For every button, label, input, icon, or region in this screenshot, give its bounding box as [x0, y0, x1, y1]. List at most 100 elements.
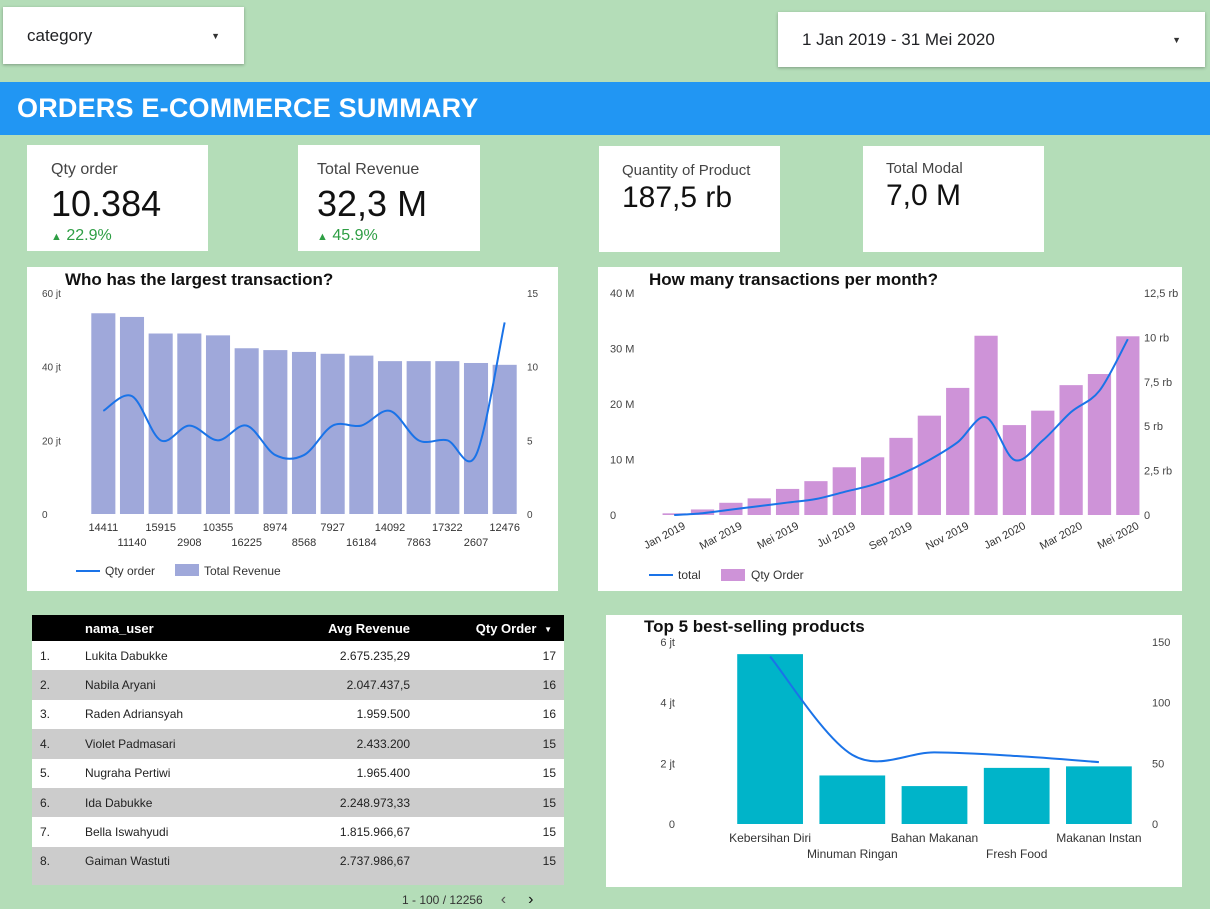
- chart-bar: [946, 387, 970, 515]
- table-row[interactable]: 4. Violet Padmasari 2.433.200 15: [32, 729, 564, 759]
- arrow-up-icon: ▲: [51, 231, 62, 243]
- chart-bar: [1002, 425, 1027, 515]
- cell-qty-order: 16: [542, 707, 556, 722]
- x-axis-tick: Mei 2019: [755, 520, 801, 552]
- x-axis-tick: 12476: [489, 522, 520, 534]
- y-axis-left-tick: 10 M: [610, 455, 634, 467]
- y-axis-right-tick: 15: [527, 289, 539, 300]
- chart-bar: [861, 457, 885, 515]
- cell-qty-order: 15: [542, 736, 556, 751]
- legend-label: total: [678, 568, 701, 582]
- cell-qty-order: 17: [542, 648, 556, 663]
- chart-bar: [1087, 374, 1112, 515]
- y-axis-right-tick: 0: [527, 510, 533, 521]
- next-page-icon[interactable]: ›: [528, 891, 534, 908]
- x-axis-tick: Fresh Food: [986, 847, 1047, 861]
- row-index: 8.: [40, 854, 51, 869]
- y-axis-left-tick: 4 jt: [660, 698, 675, 710]
- x-axis-tick: 16225: [231, 537, 262, 549]
- y-axis-right-tick: 7,5 rb: [1144, 377, 1172, 389]
- cell-qty-order: 16: [542, 678, 556, 693]
- caret-down-icon: ▼: [1172, 34, 1181, 45]
- kpi-card-total-modal: Total Modal 7,0 M: [863, 146, 1044, 252]
- kpi-label: Total Revenue: [317, 161, 420, 178]
- header-nama-user[interactable]: nama_user: [85, 620, 154, 636]
- cell-nama-user: Ida Dabukke: [85, 795, 153, 810]
- legend-bar-swatch: [175, 564, 199, 576]
- kpi-value: 187,5 rb: [622, 181, 733, 214]
- chart-bar: [492, 364, 517, 514]
- pagination-range: 1 - 100 / 12256: [402, 893, 483, 907]
- x-axis-tick: Mar 2019: [698, 520, 745, 552]
- chart-bar: [349, 355, 374, 514]
- x-axis-tick: Jul 2019: [815, 520, 857, 550]
- row-index: 6.: [40, 795, 51, 810]
- arrow-up-icon: ▲: [317, 231, 328, 243]
- category-filter-dropdown[interactable]: category ▼: [3, 7, 244, 64]
- legend-label: Qty order: [105, 564, 155, 578]
- chart-bar: [205, 335, 231, 514]
- date-range-dropdown[interactable]: 1 Jan 2019 - 31 Mei 2020 ▼: [778, 12, 1205, 67]
- table-row[interactable]: 6. Ida Dabukke 2.248.973,33 15: [32, 787, 564, 818]
- y-axis-left-tick: 0: [669, 819, 675, 831]
- y-axis-left-tick: 40 M: [610, 288, 634, 300]
- kpi-label: Qty order: [51, 161, 118, 178]
- cell-nama-user: Raden Adriansyah: [85, 707, 184, 722]
- chart-bar: [974, 335, 998, 515]
- y-axis-right-tick: 150: [1152, 637, 1170, 649]
- legend-label: Total Revenue: [204, 564, 281, 578]
- x-axis-tick: 7863: [406, 537, 430, 549]
- x-axis-tick: 2607: [464, 537, 488, 549]
- cell-avg-revenue: 1.965.400: [356, 766, 410, 781]
- x-axis-tick: Jan 2020: [982, 520, 1028, 552]
- cell-avg-revenue: 2.433.200: [356, 736, 410, 751]
- chart-bar: [1116, 336, 1140, 515]
- x-axis-tick: Minuman Ringan: [807, 847, 898, 861]
- table-row[interactable]: 7. Bella Iswahyudi 1.815.966,67 15: [32, 817, 564, 846]
- table-row[interactable]: 5. Nugraha Pertiwi 1.965.400 15: [32, 759, 564, 788]
- prev-page-icon[interactable]: ‹: [500, 891, 507, 908]
- kpi-value: 10.384: [51, 183, 162, 224]
- x-axis-tick: Bahan Makanan: [891, 831, 978, 845]
- cell-nama-user: Nugraha Pertiwi: [85, 766, 171, 781]
- cell-avg-revenue: 2.248.973,33: [339, 795, 410, 810]
- chart-bar: [1059, 385, 1083, 515]
- table-row[interactable]: 2. Nabila Aryani 2.047.437,5 16: [32, 670, 564, 700]
- x-axis-tick: 8568: [292, 537, 316, 549]
- header-qty-order[interactable]: Qty Order ▼: [475, 620, 552, 636]
- x-axis-tick: Jan 2019: [642, 520, 688, 552]
- table-row[interactable]: 1. Lukita Dabukke 2.675.235,29 17: [32, 641, 564, 670]
- y-axis-left-tick: 6 jt: [660, 637, 675, 649]
- cell-nama-user: Nabila Aryani: [85, 678, 156, 693]
- cell-avg-revenue: 2.047.437,5: [346, 678, 410, 693]
- sort-desc-icon: ▼: [544, 624, 552, 634]
- y-axis-right-tick: 50: [1152, 758, 1164, 770]
- cell-qty-order: 15: [542, 795, 556, 810]
- table-row: [32, 876, 564, 885]
- y-axis-right-tick: 5 rb: [1144, 421, 1163, 433]
- top-users-table: nama_user Avg Revenue Qty Order ▼ 1. Luki…: [32, 615, 564, 885]
- table-row[interactable]: 8. Gaiman Wastuti 2.737.986,67 15: [32, 846, 564, 877]
- y-axis-left-tick: 30 M: [610, 344, 634, 356]
- x-axis-tick: Sep 2019: [867, 520, 914, 553]
- x-axis-tick: 8974: [263, 522, 287, 534]
- kpi-delta: ▲ 45.9%: [317, 227, 378, 244]
- header-avg-revenue[interactable]: Avg Revenue: [328, 620, 410, 636]
- kpi-value: 32,3 M: [317, 183, 428, 224]
- chart-card-transactions-per-month: How many transactions per month? 40 M 30 …: [598, 267, 1182, 591]
- chart-bar: [91, 313, 116, 514]
- page-title: ORDERS E-COMMERCE SUMMARY: [0, 82, 1210, 135]
- chart-bar: [463, 362, 489, 514]
- legend-label: Qty Order: [751, 568, 804, 582]
- cell-nama-user: Violet Padmasari: [85, 736, 176, 751]
- x-axis-tick: Mar 2020: [1038, 520, 1085, 552]
- x-axis-tick: 15915: [145, 522, 176, 534]
- chart-title: How many transactions per month?: [649, 270, 939, 289]
- chart-title: Who has the largest transaction?: [65, 270, 334, 289]
- y-axis-right-tick: 10 rb: [1144, 332, 1169, 344]
- chart-bar: [737, 654, 803, 824]
- x-axis-tick: Kebersihan Diri: [729, 831, 811, 845]
- y-axis-left-tick: 2 jt: [660, 758, 675, 770]
- table-row[interactable]: 3. Raden Adriansyah 1.959.500 16: [32, 700, 564, 729]
